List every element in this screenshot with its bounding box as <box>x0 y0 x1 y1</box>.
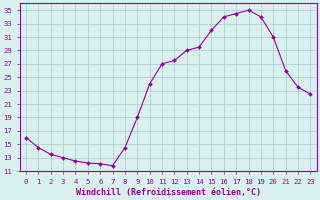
X-axis label: Windchill (Refroidissement éolien,°C): Windchill (Refroidissement éolien,°C) <box>76 188 261 197</box>
